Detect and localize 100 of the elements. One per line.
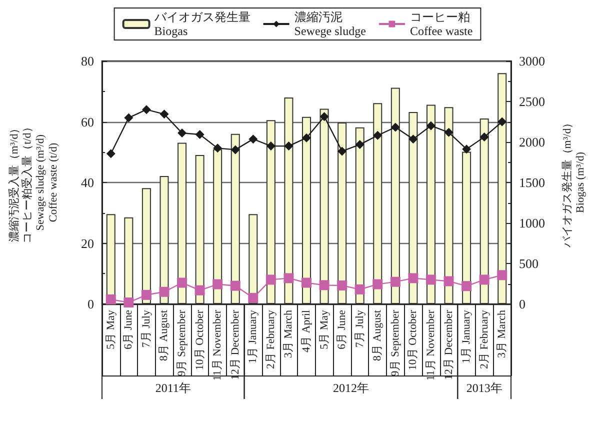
- x-tick-label: 1月 January: [247, 310, 260, 364]
- x-tick-label: 7月 July: [354, 310, 366, 348]
- y-tick-label: 20: [81, 236, 94, 251]
- point: [248, 292, 258, 303]
- legend-label: 濃縮汚泥 Sewege sludge: [294, 10, 366, 38]
- y2-tick-label: 1500: [519, 175, 545, 190]
- bar: [498, 73, 507, 304]
- x-tick-label: 1月 January: [460, 310, 473, 364]
- point: [373, 130, 382, 140]
- point: [390, 276, 400, 287]
- point: [124, 297, 134, 308]
- point: [426, 121, 436, 130]
- x-tick-label: 4月 April: [300, 310, 312, 352]
- x-tick-label: 10月 October: [194, 310, 206, 370]
- point: [230, 145, 240, 154]
- point: [319, 280, 330, 290]
- point: [284, 273, 294, 284]
- bar: [390, 88, 400, 304]
- point: [302, 278, 312, 288]
- point: [408, 273, 418, 284]
- text: 2011年: [155, 381, 191, 395]
- bar: [195, 154, 204, 304]
- x-tick-label: 11月 November: [212, 310, 224, 381]
- y2-tick-label: 500: [519, 256, 538, 271]
- x-tick-label: 12月 December: [229, 310, 242, 380]
- x-tick-label: 2月 February: [264, 310, 277, 369]
- x-tick-label: 5月 May: [104, 310, 117, 350]
- point: [480, 132, 489, 142]
- y-tick-label: 60: [81, 114, 94, 130]
- x-tick-label: 12月 December: [442, 310, 455, 380]
- legend-label: バイオガス発生量 Biogas: [153, 10, 250, 38]
- point: [354, 284, 365, 294]
- point: [479, 274, 490, 285]
- point: [444, 276, 454, 286]
- point: [124, 113, 134, 122]
- point: [141, 290, 152, 300]
- bar: [338, 122, 347, 304]
- point: [213, 144, 222, 153]
- bar: [444, 107, 454, 304]
- y2-tick-label: 2500: [519, 94, 545, 109]
- bar: [213, 149, 222, 304]
- bar: [320, 108, 329, 304]
- point: [142, 105, 151, 114]
- x-tick-label: 2月 February: [478, 310, 490, 369]
- point: [462, 144, 472, 154]
- text: 2012年: [332, 381, 369, 395]
- bar: [142, 188, 151, 304]
- point: [284, 142, 294, 151]
- point: [159, 286, 170, 297]
- point: [355, 140, 364, 150]
- y2-tick-label: 1000: [519, 216, 545, 230]
- point: [106, 149, 116, 158]
- y-tick-label: 40: [81, 175, 94, 190]
- bar: [373, 103, 382, 304]
- bar: [160, 176, 169, 304]
- y2-tick-label: 3000: [519, 54, 545, 68]
- text: 2013年: [466, 381, 502, 395]
- y2-axis-title: バイオガス発生量（m³/d） Biogas (m³/d): [560, 117, 586, 249]
- point: [497, 270, 508, 280]
- point: [160, 110, 169, 119]
- x-tick-label: 5月 May: [318, 310, 330, 350]
- bar: [408, 112, 418, 304]
- point: [230, 280, 240, 291]
- y-axis-title: 濃縮汚泥受入量（m³/d）コーヒー粕受入量（t/d） Sewage sludge (m³/d) Coffee waste (t/d): [8, 122, 60, 244]
- bar: [284, 97, 294, 304]
- point: [498, 117, 507, 126]
- point: [320, 112, 329, 122]
- point: [178, 128, 187, 138]
- point: [195, 130, 204, 140]
- bar: [480, 118, 489, 304]
- y-tick-label: 80: [81, 54, 94, 68]
- y2-tick-label: 2000: [519, 134, 545, 150]
- point: [106, 294, 116, 304]
- point: [266, 274, 276, 285]
- point: [212, 279, 223, 290]
- point: [426, 274, 436, 285]
- point: [408, 134, 418, 144]
- y-tick-label: 0: [88, 296, 94, 312]
- point: [194, 285, 205, 296]
- x-tick-label: 8月 August: [372, 310, 384, 362]
- bar: [178, 142, 187, 304]
- point: [372, 279, 383, 290]
- point: [390, 122, 400, 132]
- point: [266, 142, 276, 151]
- point: [338, 146, 347, 156]
- bar: [426, 104, 436, 304]
- x-tick-label: 7月 July: [140, 310, 152, 348]
- bar: [355, 127, 364, 304]
- point: [337, 280, 348, 290]
- x-tick-label: 10月 October: [407, 310, 420, 370]
- x-tick-label: 6月 June: [122, 310, 135, 350]
- point: [177, 278, 188, 288]
- x-tick-label: 3月 March: [496, 310, 508, 358]
- bar: [462, 152, 472, 304]
- x-tick-label: 6月 June: [336, 310, 348, 350]
- legend-label: コーヒー粕 Coffee waste: [410, 10, 473, 38]
- bar: [230, 134, 240, 304]
- x-tick-label: 8月 August: [158, 310, 170, 362]
- x-tick-label: 3月 March: [282, 310, 295, 358]
- point: [444, 128, 454, 137]
